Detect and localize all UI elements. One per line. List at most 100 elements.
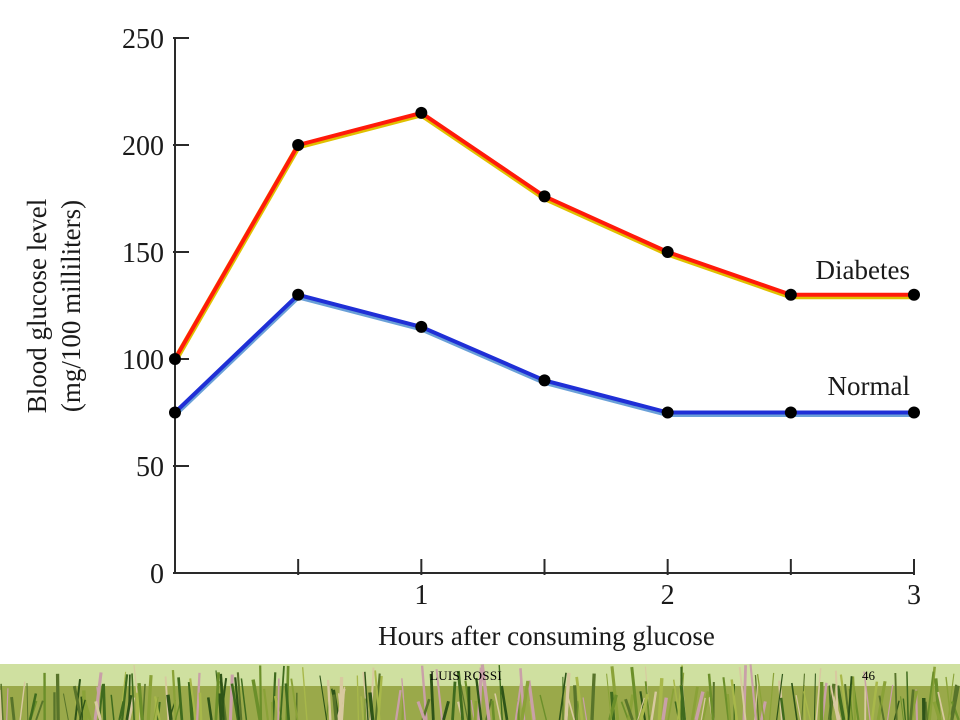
- footer-author: LUIS ROSSI: [430, 668, 502, 683]
- grass-blade: [937, 691, 946, 720]
- grass-blade: [435, 668, 444, 720]
- normal-point: [415, 320, 428, 333]
- grass-blade: [81, 696, 92, 720]
- grass-blade: [661, 697, 668, 720]
- grass-blade: [498, 665, 503, 720]
- y-tick-label: 150: [122, 238, 164, 269]
- grass-blade: [851, 676, 857, 720]
- grass-blade: [828, 685, 832, 720]
- y-axis-title-units: (mg/100 milliliters): [56, 200, 86, 412]
- diabetes-point: [415, 106, 428, 119]
- grass-blade: [6, 688, 9, 720]
- grass-blade: [539, 694, 547, 720]
- grass-blade: [234, 677, 241, 720]
- grass-blade: [374, 670, 381, 720]
- grass-blade: [230, 683, 240, 720]
- grass-blade: [356, 675, 360, 720]
- x-tick-label: 2: [661, 580, 675, 611]
- grass-blade: [341, 686, 346, 720]
- grass-blade: [878, 695, 885, 720]
- grass-blade: [401, 678, 406, 720]
- grass-blade: [608, 694, 618, 720]
- grass-blade: [863, 671, 871, 720]
- grass-blade: [564, 672, 571, 720]
- grass-blade: [420, 665, 428, 720]
- normal-series-label: Normal: [828, 371, 910, 401]
- grass-blade: [945, 676, 952, 720]
- grass-blade: [672, 679, 681, 720]
- grass-blade: [558, 672, 567, 720]
- grass-blade: [480, 664, 491, 720]
- grass-blade: [639, 693, 650, 720]
- grass-blade: [319, 675, 328, 720]
- grass-blade: [451, 681, 457, 720]
- diabetes-point: [169, 353, 181, 365]
- grass-blade: [529, 700, 534, 720]
- grass-blade: [694, 691, 705, 720]
- grass-blade: [153, 696, 159, 720]
- normal-point: [908, 406, 920, 419]
- grass-blade: [133, 664, 141, 720]
- normal-line: [173, 292, 914, 415]
- grass-blade: [93, 672, 103, 720]
- grass-blade: [575, 700, 580, 720]
- grass-blade: [909, 689, 915, 720]
- grass-blade: [650, 691, 658, 720]
- grass-blade: [815, 668, 822, 720]
- grass-blade: [125, 694, 133, 720]
- grass-blade: [878, 697, 883, 720]
- grass-blade: [121, 674, 129, 720]
- grass-blade: [26, 683, 29, 720]
- grass-blade: [491, 700, 496, 720]
- grass-blade: [827, 683, 836, 720]
- grass-blade: [829, 685, 839, 720]
- y-tick-label: 200: [122, 131, 164, 162]
- grass-blade: [803, 684, 806, 720]
- diabetes-line-edge: [172, 111, 914, 362]
- grass-blade: [802, 691, 812, 720]
- grass-blade: [679, 685, 687, 720]
- grass-blade: [79, 699, 86, 720]
- grass-blade: [707, 673, 715, 720]
- grass-blade: [801, 673, 805, 720]
- grass-blade: [900, 696, 904, 720]
- grass-footer-band: [0, 664, 960, 720]
- grass-blade: [171, 670, 177, 720]
- grass-blade: [926, 671, 935, 720]
- grass-blade: [10, 696, 16, 720]
- diabetes-point: [292, 139, 305, 151]
- grass-blade: [228, 674, 234, 720]
- diabetes-point: [538, 190, 551, 203]
- grass-blade: [251, 679, 262, 720]
- grass-blade: [284, 683, 291, 720]
- y-tick-label: 0: [150, 559, 164, 590]
- grass-blade: [214, 672, 220, 720]
- grass-blade: [494, 693, 502, 720]
- grass-blade: [779, 697, 786, 720]
- grass-blade: [416, 700, 427, 720]
- normal-point: [538, 374, 551, 387]
- grass-blade: [573, 685, 579, 720]
- grass-blade: [19, 681, 26, 720]
- grass-blade: [146, 675, 153, 720]
- grass-blade: [364, 671, 369, 720]
- diabetes-series-label: Diabetes: [816, 255, 910, 285]
- grass-blade: [847, 676, 853, 720]
- y-tick-label: 50: [136, 452, 164, 483]
- grass-blade: [700, 697, 706, 720]
- grass-blade: [906, 671, 909, 720]
- grass-blade: [500, 685, 509, 720]
- grass-blade: [950, 685, 960, 720]
- x-axis-title: Hours after consuming glucose: [378, 621, 715, 651]
- diabetes-point: [784, 288, 797, 301]
- grass-blade: [118, 701, 125, 720]
- grass-blade: [791, 682, 798, 720]
- normal-point: [661, 406, 674, 419]
- grass-blade: [606, 673, 612, 720]
- grass-blade: [637, 697, 645, 720]
- grass-blade: [189, 678, 197, 720]
- grass-blade: [582, 697, 588, 720]
- grass-blade: [153, 696, 161, 720]
